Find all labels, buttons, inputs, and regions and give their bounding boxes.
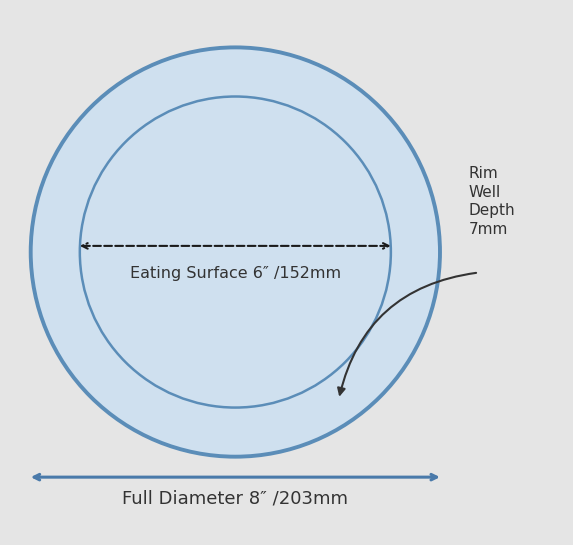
Text: Eating Surface 6″ /152mm: Eating Surface 6″ /152mm [129, 267, 341, 281]
Circle shape [80, 96, 391, 408]
Circle shape [31, 47, 440, 457]
Text: Rim
Well
Depth
7mm: Rim Well Depth 7mm [469, 166, 515, 237]
Text: Full Diameter 8″ /203mm: Full Diameter 8″ /203mm [123, 489, 348, 507]
